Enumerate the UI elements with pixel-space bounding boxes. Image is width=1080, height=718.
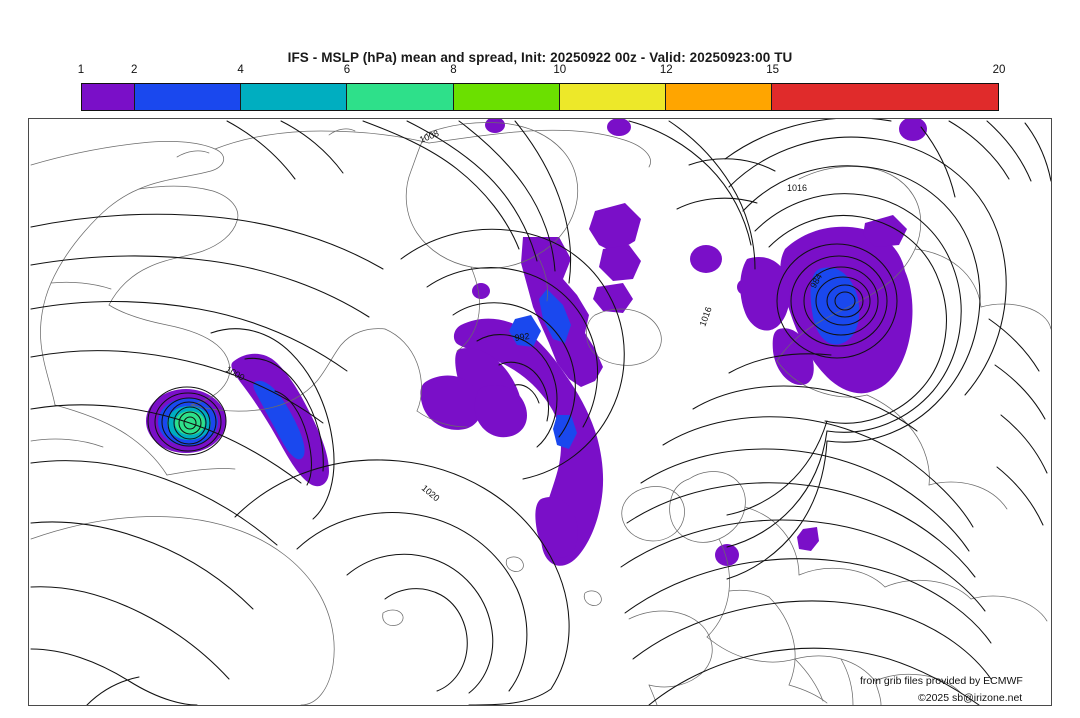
spread-region-deep-low-tail — [772, 328, 814, 385]
colorbar-tick-label: 10 — [553, 64, 567, 76]
colorbar-tick-label: 8 — [450, 64, 457, 76]
spread-region-atlantic-blob-b — [474, 385, 527, 438]
credit-source: from grib files provided by ECMWF — [860, 675, 1023, 687]
colorbar-tick-label: 4 — [237, 64, 244, 76]
colorbar-segment — [241, 84, 348, 110]
colorbar-gradient — [81, 83, 999, 111]
spread-dot-greenland-b — [690, 245, 722, 273]
colorbar-segment — [665, 84, 773, 110]
spread-region-faroe3 — [593, 283, 633, 313]
spread-patch-france — [715, 544, 739, 566]
page-title: IFS - MSLP (hPa) mean and spread, Init: … — [287, 50, 793, 65]
spread-region-atlantic-tail — [535, 497, 578, 558]
spread-region-atlantic-blue2 — [509, 315, 541, 347]
spread-dot-svalbard — [899, 119, 927, 141]
colorbar-segment — [559, 84, 666, 110]
spread-region-atlantic-blue — [553, 415, 577, 449]
weather-map: 1008 1016 1000 992 984 1016 1020 — [30, 119, 1051, 705]
spread-region-atlantic-blob-a — [420, 375, 482, 430]
colorbar-segment — [82, 84, 136, 110]
spread-dot-northsea — [485, 119, 505, 133]
colorbar-segment — [347, 84, 454, 110]
colorbar-tick-label: 1 — [77, 64, 85, 76]
map-plot-area[interactable]: 1008 1016 1000 992 984 1016 1020 — [28, 118, 1052, 706]
spread-dot-greenland-a — [472, 283, 490, 299]
colorbar-segment — [135, 84, 242, 110]
spread-shading-layer — [146, 119, 927, 566]
colorbar-tick-label: 12 — [659, 64, 673, 76]
coastline-layer — [30, 122, 1051, 705]
mslp-contour-layer — [30, 119, 1051, 705]
spread-region-faroe — [589, 203, 641, 253]
contour-label: 1020 — [420, 483, 442, 504]
colorbar-tick-label: 2 — [130, 64, 138, 76]
colorbar: 1 2 4 6 8 10 12 15 20 — [78, 64, 1005, 111]
spread-patch-alps — [797, 527, 819, 551]
contour-label: 1008 — [418, 128, 440, 145]
contour-label: 992 — [514, 331, 530, 343]
spread-region-deep-low-north — [863, 215, 907, 247]
colorbar-tick-label: 15 — [766, 64, 780, 76]
contour-label: 1016 — [787, 183, 807, 193]
spread-region-faroe2 — [599, 245, 641, 281]
colorbar-tick-label: 6 — [343, 64, 351, 76]
colorbar-segment — [453, 84, 560, 110]
colorbar-tick-label: 20 — [992, 64, 1006, 76]
colorbar-segment — [772, 84, 998, 110]
credit-copyright: ©2025 sb@irizone.net — [918, 692, 1023, 704]
spread-region-iceland-core — [539, 289, 571, 343]
contour-label: 1016 — [697, 305, 713, 327]
spread-region-labrador-inner — [253, 380, 305, 460]
spread-dot-biscay — [607, 119, 631, 136]
spread-region-deep-low-west — [740, 257, 790, 331]
